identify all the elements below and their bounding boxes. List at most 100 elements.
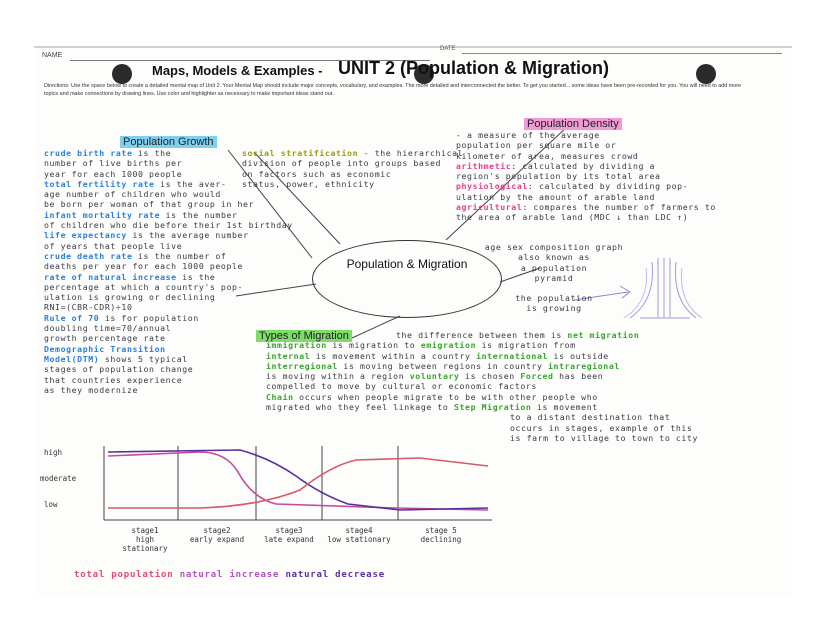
- migration-text: is chosen: [459, 371, 521, 382]
- growth-line: year for each 1000 people: [44, 169, 293, 179]
- growth-line-text: is the aver-: [154, 178, 227, 189]
- density-line: arithmetic: calculated by dividing a: [456, 161, 716, 171]
- growth-line-term: crude birth rate: [44, 148, 133, 158]
- dtm-stage-1: stage1 high stationary: [122, 526, 168, 553]
- density-line-text: : calculated by dividing pop-: [527, 181, 689, 192]
- growth-line: be born per woman of that group in her: [44, 199, 293, 209]
- growth-line: doubling time=70/annual: [44, 323, 293, 333]
- stratification-line-text: division of people into groups based: [242, 158, 442, 169]
- growth-line: crude death rate is the number of: [44, 251, 293, 261]
- growth-line-term: crude death rate: [44, 250, 133, 261]
- migration-text: is migration from: [476, 340, 576, 351]
- density-line-text: population per square mile or: [456, 140, 617, 151]
- social-stratification-notes: social stratification - the hierarchical…: [242, 148, 463, 189]
- growth-line: number of live births per: [44, 158, 293, 168]
- growth-line: crude birth rate is the: [44, 148, 293, 158]
- migration-text: is moving between regions in country: [337, 360, 549, 371]
- types-of-migration-notes: the difference between them is net migra…: [266, 330, 698, 443]
- migration-line: immigration is migration to emigration i…: [266, 340, 698, 350]
- stratification-line-text: - the hierarchical: [358, 148, 464, 158]
- density-line-term: physiological: [456, 181, 528, 192]
- punch-hole: [112, 64, 132, 84]
- migration-text: is outside: [548, 350, 609, 361]
- migration-term: interregional: [266, 360, 338, 371]
- migration-text: to a distant destination that: [510, 412, 671, 423]
- pyramid-line: is growing: [526, 303, 582, 314]
- stratification-line: division of people into groups based: [242, 158, 463, 168]
- migration-text: has been: [553, 371, 604, 382]
- growth-line: ulation is growing or declining: [44, 292, 293, 302]
- migration-text: migrated who they feel linkage to: [266, 402, 454, 413]
- density-line-text: kilometer of area, measures crowd: [456, 150, 639, 161]
- growth-line-text: is the number: [160, 209, 238, 220]
- growth-line-term: rate of natural increase: [44, 271, 177, 282]
- growth-line: RNI=(CBR-CDR)÷10: [44, 302, 293, 312]
- density-line: population per square mile or: [456, 140, 716, 150]
- growth-line: Demographic Transition: [44, 344, 293, 354]
- pyramid-line: a population: [520, 262, 588, 273]
- date-line: [462, 53, 782, 54]
- migration-term: international: [476, 350, 549, 361]
- growth-line-text: growth percentage rate: [44, 333, 166, 344]
- dtm-birth-rate-line: [107, 449, 489, 511]
- pyramid-line: the population: [515, 293, 593, 304]
- growth-line: life expectancy is the average number: [44, 230, 293, 240]
- dtm-death-rate-line: [107, 451, 489, 511]
- migration-line: the difference between them is net migra…: [266, 330, 698, 340]
- growth-line: that countries experience: [44, 375, 293, 385]
- dtm-stage-4: stage4 low stationary: [327, 526, 391, 544]
- growth-line: infant mortality rate is the number: [44, 210, 293, 220]
- migration-term: net migration: [567, 330, 640, 340]
- growth-line-term: life expectancy: [44, 230, 127, 241]
- unit-title: UNIT 2 (Population & Migration): [338, 58, 609, 78]
- growth-line: stages of population change: [44, 364, 293, 374]
- migration-text: occurs in stages, example of this: [510, 422, 693, 433]
- stratification-line-text: on factors such as economic: [242, 168, 392, 179]
- growth-line: growth percentage rate: [44, 333, 293, 343]
- legend-natural-decrease: natural decrease: [285, 570, 385, 580]
- legend-natural-increase: natural increase: [179, 570, 280, 580]
- density-line-term: agricultural: [456, 202, 523, 213]
- migration-text: is moving within a region: [266, 371, 410, 382]
- density-line: kilometer of area, measures crowd: [456, 151, 716, 161]
- migration-term: intraregional: [548, 360, 620, 371]
- growth-line-text: is the: [132, 148, 172, 158]
- growth-line-text: year for each 1000 people: [44, 168, 183, 179]
- growth-line-text: RNI=(CBR-CDR)÷10: [44, 302, 133, 313]
- migration-text: the difference between them is: [396, 330, 568, 340]
- migration-term: immigration: [266, 340, 327, 351]
- migration-term: Step Migration: [454, 402, 532, 413]
- growth-line-text: percentage at which a country's pop-: [44, 281, 244, 292]
- migration-term: emigration: [420, 340, 477, 351]
- growth-line: of children who die before their 1st bir…: [44, 220, 293, 230]
- dtm-ylabel-high: high: [44, 448, 63, 457]
- density-line: the area of arable land (MDC ↓ than LDC …: [456, 212, 716, 222]
- dtm-ylabel-moderate: moderate: [40, 474, 77, 483]
- density-line: agricultural: compares the number of far…: [456, 202, 716, 212]
- growth-line-text: is the: [176, 271, 216, 282]
- growth-line-text: of children who die before their 1st bir…: [44, 220, 293, 231]
- density-line: ulation by the amount of arable land: [456, 192, 716, 202]
- population-growth-heading: Population Growth: [120, 136, 217, 148]
- density-line-term: arithmetic: [456, 160, 512, 171]
- growth-line-text: stages of population change: [44, 364, 194, 375]
- dtm-legend: total population natural increase natura…: [74, 570, 385, 580]
- stratification-line: status, power, ethnicity: [242, 179, 463, 189]
- growth-line-text: that countries experience: [44, 374, 183, 385]
- center-topic: Population & Migration: [346, 257, 468, 271]
- migration-line: interregional is moving between regions …: [266, 361, 698, 371]
- stratification-line-term: social stratification: [242, 148, 359, 158]
- growth-line-text: number of live births per: [44, 158, 183, 169]
- growth-line-term: total fertility rate: [44, 178, 155, 189]
- stratification-line: social stratification - the hierarchical: [242, 148, 463, 158]
- growth-line-text: is the number of: [132, 250, 227, 261]
- date-label: DATE: [440, 46, 456, 52]
- migration-text: is movement within a country: [310, 350, 477, 361]
- pyramid-line: pyramid: [534, 272, 574, 283]
- density-line: region's population by its total area: [456, 171, 716, 181]
- migration-term: Forced: [520, 371, 554, 382]
- growth-line-term: infant mortality rate: [44, 209, 161, 220]
